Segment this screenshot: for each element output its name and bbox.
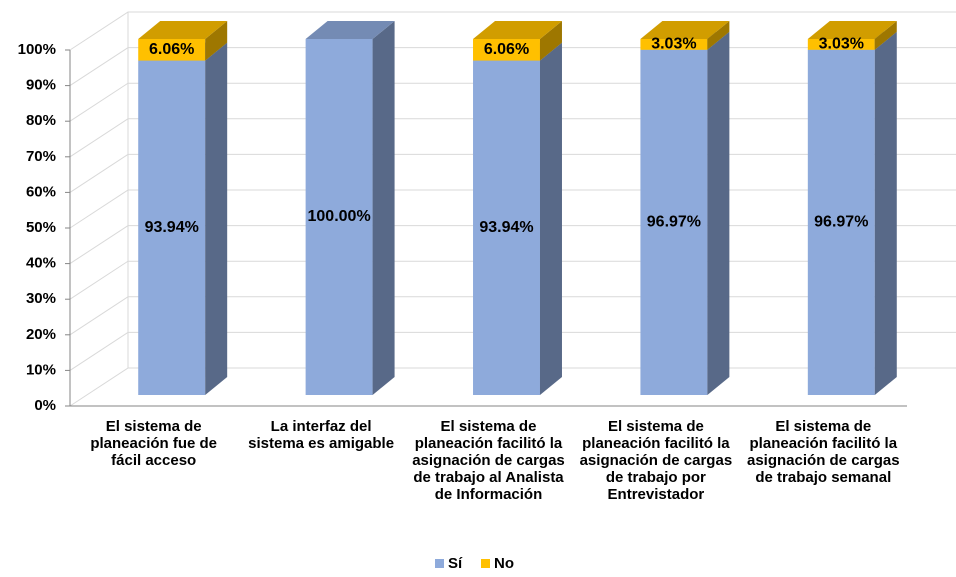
bar-segment [138, 39, 206, 61]
grid-line [69, 11, 956, 51]
bar-side [539, 21, 562, 61]
y-tick-label: 40% [26, 255, 56, 272]
data-label: 3.03% [651, 36, 696, 53]
y-tick-label: 0% [34, 397, 56, 414]
data-label: 93.94% [479, 219, 533, 236]
legend-item: No [481, 555, 514, 572]
bar-top [138, 21, 228, 39]
legend-swatch [435, 559, 444, 568]
bar-top [640, 21, 730, 39]
y-tick-label: 60% [26, 183, 56, 200]
x-tick-label: El sistema de planeación facilitó la asi… [579, 418, 733, 503]
x-tick-label: El sistema de planeación facilitó la asi… [412, 418, 565, 503]
bar-side [707, 21, 730, 50]
y-tick-label: 20% [26, 326, 56, 343]
data-label: 6.06% [149, 41, 194, 58]
bar-segment [473, 39, 540, 61]
bar-segment [807, 39, 875, 50]
bar-top [305, 21, 395, 39]
y-tick-label: 80% [26, 112, 56, 129]
grid-line-segment [69, 11, 956, 51]
legend-item: Sí [435, 555, 462, 572]
legend-label: Sí [448, 555, 463, 572]
bar-side [205, 42, 228, 395]
bar-segment [138, 60, 206, 395]
legend-label: No [494, 555, 514, 572]
data-label: 96.97% [647, 214, 701, 231]
y-tick-label: 50% [26, 219, 56, 236]
bar-segment [305, 39, 373, 395]
bar-segment [473, 60, 540, 395]
y-tick-label: 10% [26, 361, 56, 378]
x-tick-label: La interfaz del sistema es amigable [248, 418, 395, 452]
data-label: 3.03% [819, 36, 864, 53]
data-label: 93.94% [145, 219, 199, 236]
bar-top [473, 21, 562, 39]
bar-segment [807, 49, 875, 395]
bar-side [874, 21, 897, 50]
y-tick-label: 70% [26, 148, 56, 165]
bar-side [372, 21, 395, 395]
bar-segment [640, 39, 708, 50]
data-label: 100.00% [308, 208, 371, 225]
bar-side [539, 42, 562, 395]
legend-swatch [481, 559, 490, 568]
bar-side [874, 31, 897, 395]
bar-top [807, 21, 897, 39]
y-tick-label: 100% [18, 41, 56, 58]
bar-segment [640, 49, 708, 395]
y-tick-label: 90% [26, 77, 56, 94]
x-tick-label: El sistema de planeación fue de fácil ac… [90, 418, 218, 469]
data-label: 96.97% [814, 214, 868, 231]
data-label: 6.06% [484, 41, 529, 58]
x-tick-label: El sistema de planeación facilitó la asi… [747, 418, 900, 486]
y-tick-label: 30% [26, 290, 56, 307]
bar-side [205, 21, 228, 61]
bar-side [707, 31, 730, 395]
